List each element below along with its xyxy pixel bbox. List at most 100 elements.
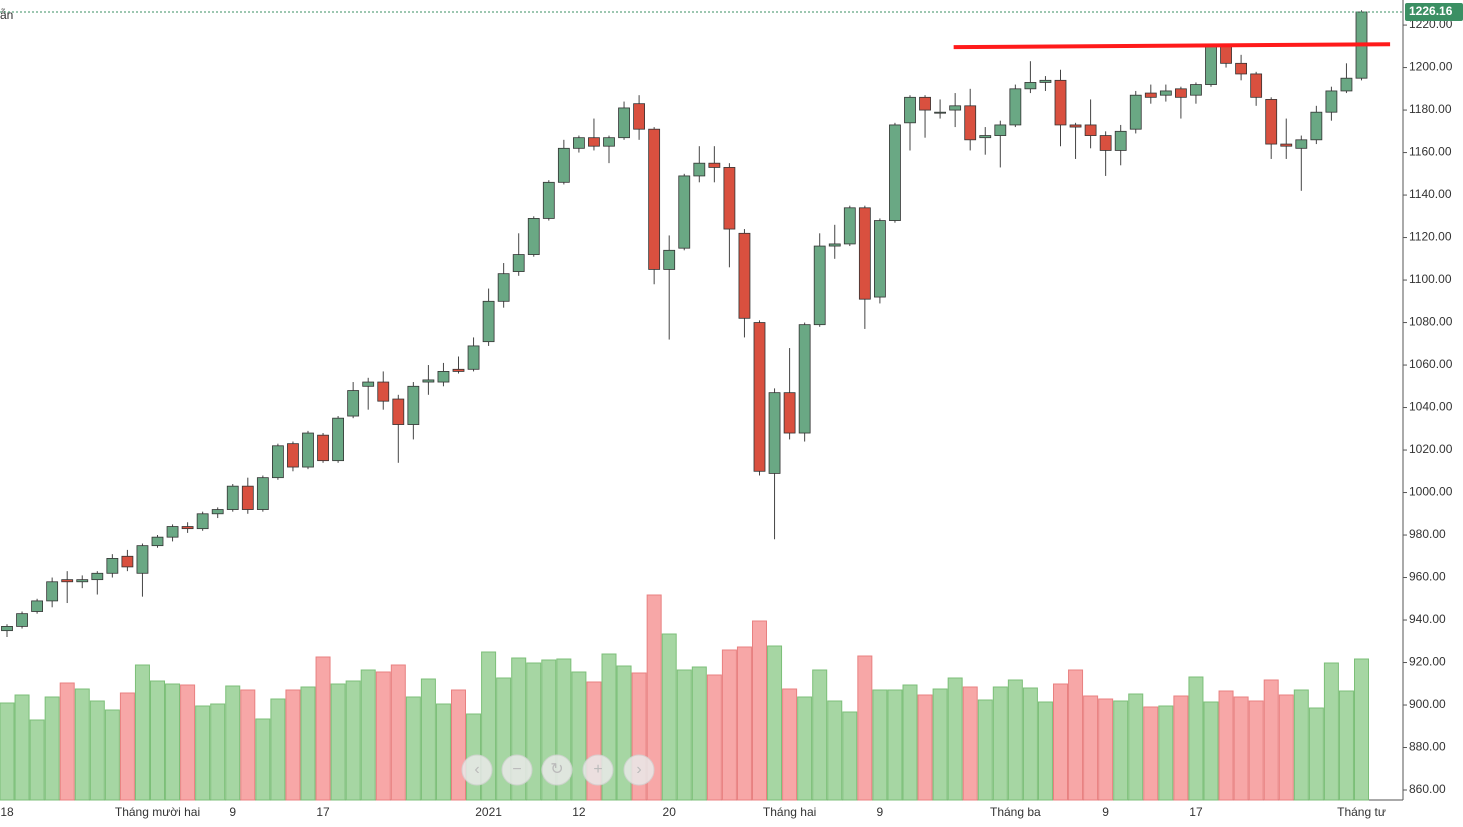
candle-body [753, 322, 766, 472]
y-tick-label: 1160.00 [1409, 145, 1452, 159]
volume-bar [1338, 690, 1354, 801]
volume-bar [195, 705, 211, 801]
volume-bar [977, 699, 993, 801]
x-tick-label: 12 [572, 805, 586, 819]
svg-text:+: + [593, 761, 602, 778]
candle-body [633, 103, 645, 130]
volume-bar [1037, 701, 1053, 801]
scroll-left-button[interactable]: ‹ [461, 754, 493, 786]
candle-body [783, 392, 796, 434]
volume-bar [827, 700, 843, 801]
candle-body [693, 162, 706, 177]
candle-body [347, 390, 360, 417]
candle-body [422, 379, 435, 383]
candle-body [362, 381, 375, 387]
volume-bar [255, 718, 271, 801]
y-tick-label: 900.00 [1409, 697, 1446, 711]
y-tick-label: 1000.00 [1409, 485, 1453, 499]
volume-bar [104, 709, 120, 801]
volume-bar [842, 711, 858, 801]
zoom-in-button[interactable]: + [582, 754, 614, 786]
volume-bar [1143, 706, 1159, 801]
candle-body [407, 385, 420, 425]
volume-bar [1113, 700, 1129, 801]
svg-text:−: − [512, 761, 521, 778]
candle-body [994, 124, 1007, 136]
candle-body [1175, 88, 1187, 98]
volume-bar [1203, 701, 1219, 801]
candle-body [512, 254, 525, 272]
volume-bar [872, 689, 888, 801]
volume-bar [947, 677, 963, 801]
volume-bar [1278, 694, 1294, 801]
candle-body [964, 105, 977, 141]
candle-body [678, 175, 691, 249]
candle-body [196, 513, 209, 530]
volume-bar [1083, 695, 1099, 801]
y-tick-label: 880.00 [1409, 740, 1446, 754]
candle-body [106, 558, 119, 574]
y-tick-label: 860.00 [1409, 782, 1446, 796]
last-price-label: 1226.16 [1409, 4, 1453, 18]
volume-bar [782, 688, 798, 801]
candle-body [1280, 143, 1293, 147]
candle-body [121, 555, 134, 568]
candle-body [1, 626, 13, 632]
candle-body [1054, 79, 1067, 126]
candle-body [1205, 45, 1217, 85]
candle-body [1069, 124, 1082, 128]
volume-bar [932, 688, 948, 801]
volume-bar [1098, 698, 1114, 801]
candle-body [1265, 99, 1278, 145]
candle-body [723, 167, 736, 230]
candle-body [61, 579, 74, 583]
svg-text:↻: ↻ [550, 761, 563, 778]
x-tick-label: Tháng hai [763, 805, 816, 819]
candle-body [151, 536, 164, 547]
candle-body [618, 107, 630, 139]
candle-body [76, 579, 89, 583]
volume-bar [1007, 679, 1023, 801]
volume-bar [405, 696, 421, 801]
candle-body [226, 485, 239, 510]
candle-body [934, 111, 946, 114]
candle-body [1190, 84, 1202, 96]
candle-body [798, 324, 811, 434]
scroll-right-button[interactable]: › [623, 754, 655, 786]
candle-body [497, 273, 510, 302]
candle-body [271, 445, 284, 479]
candle-body [1024, 82, 1037, 90]
x-tick-label: Tháng tư [1337, 805, 1386, 819]
volume-bar [1173, 695, 1189, 801]
candle-body [1084, 124, 1097, 136]
volume-bar [812, 669, 828, 801]
candle-body [1129, 94, 1142, 130]
volume-bar [225, 685, 241, 801]
candle-body [979, 135, 992, 139]
volume-bar [1022, 687, 1038, 801]
volume-bar [1354, 658, 1369, 801]
candle-body [16, 613, 28, 627]
candle-body [813, 245, 826, 326]
candle-body [256, 477, 269, 510]
x-tick-label: 20 [663, 805, 677, 819]
candle-body [1009, 88, 1022, 126]
volume-bar [165, 683, 181, 801]
candle-body [91, 572, 104, 581]
volume-bar [150, 680, 165, 801]
volume-bar [646, 594, 662, 801]
svg-text:‹: ‹ [474, 761, 479, 778]
candle-body [1114, 130, 1127, 151]
volume-bar [917, 694, 933, 801]
candle-body [648, 128, 661, 270]
x-tick-label: 9 [229, 805, 236, 819]
volume-bar [74, 688, 90, 801]
volume-bar [345, 680, 361, 801]
candle-body [302, 432, 314, 468]
candle-body [1340, 77, 1353, 92]
reset-button[interactable]: ↻ [541, 754, 573, 786]
zoom-out-button[interactable]: − [501, 754, 533, 786]
volume-bar [0, 702, 15, 801]
y-tick-label: 960.00 [1409, 570, 1446, 584]
candle-body [332, 417, 345, 462]
